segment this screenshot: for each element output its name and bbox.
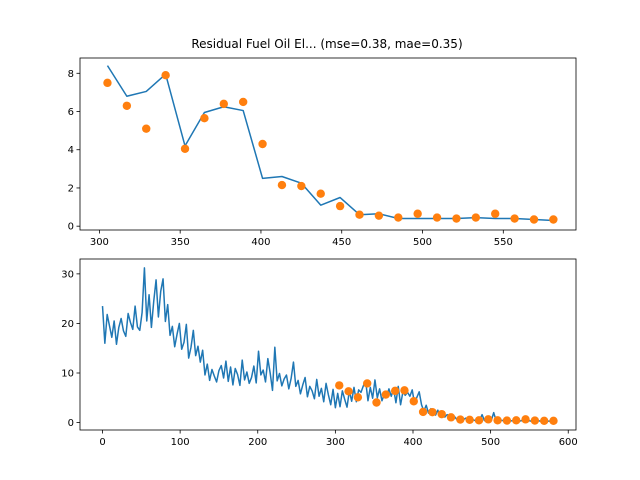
- data-point: [258, 139, 267, 149]
- data-point: [297, 181, 306, 191]
- x-tick-label: 300: [326, 437, 345, 448]
- plot-area: [101, 267, 558, 426]
- x-tick-label: 400: [403, 437, 422, 448]
- y-tick-label: 8: [68, 69, 74, 80]
- y-tick-label: 4: [68, 145, 74, 156]
- data-point: [502, 416, 512, 425]
- y-tick-label: 2: [68, 183, 74, 194]
- data-point: [142, 124, 151, 133]
- chart-title: Residual Fuel Oil El... (mse=0.38, mae=0…: [191, 37, 462, 51]
- data-point: [400, 386, 409, 395]
- y-tick-label: 0: [68, 222, 74, 233]
- x-tick-label: 500: [481, 437, 500, 448]
- data-point: [381, 390, 391, 399]
- x-tick-label: 600: [559, 437, 578, 448]
- x-tick-label: 300: [90, 237, 109, 248]
- data-point: [362, 379, 372, 388]
- data-point: [493, 416, 502, 425]
- data-point: [418, 407, 428, 417]
- x-tick-label: 100: [171, 437, 190, 448]
- data-point: [180, 144, 190, 153]
- bottom-axes: 0 100 200 300 400 500 600 0 10 20 30: [61, 258, 578, 448]
- x-tick-label: 500: [413, 237, 432, 248]
- data-point: [277, 180, 287, 190]
- data-point: [539, 416, 549, 426]
- x-tick-label: 0: [99, 437, 105, 448]
- data-point: [512, 416, 521, 425]
- data-point: [409, 397, 418, 406]
- data-point: [491, 209, 500, 218]
- data-point: [372, 398, 381, 407]
- data-point: [549, 215, 558, 224]
- axes-frame: [79, 57, 577, 231]
- axes-frame: [79, 258, 577, 431]
- data-point: [456, 415, 465, 424]
- y-tick-label: 30: [61, 269, 74, 280]
- data-point: [437, 409, 446, 419]
- data-point: [484, 415, 493, 424]
- x-tick-label: 400: [251, 237, 270, 248]
- data-point: [471, 213, 481, 222]
- data-point: [374, 211, 384, 220]
- y-tick-label: 6: [68, 107, 74, 118]
- data-point: [238, 97, 248, 107]
- data-point: [521, 415, 530, 424]
- x-tick-label: 450: [332, 237, 351, 248]
- x-tick-label: 200: [248, 437, 267, 448]
- data-point: [390, 386, 400, 396]
- top-axes: 300 350 400 450 500 550 0 2 4 6 8: [68, 57, 577, 248]
- data-point: [353, 393, 363, 402]
- data-point: [219, 99, 228, 109]
- data-point: [474, 416, 484, 425]
- data-point: [161, 71, 170, 80]
- data-point: [200, 114, 209, 123]
- data-point: [446, 413, 456, 422]
- x-tick-label: 550: [494, 237, 513, 248]
- data-point: [432, 213, 442, 222]
- data-point: [355, 210, 364, 219]
- y-tick-label: 20: [61, 319, 74, 330]
- data-point: [452, 214, 461, 223]
- data-point: [394, 213, 403, 222]
- data-point: [510, 214, 519, 223]
- data-point: [529, 215, 539, 224]
- data-point: [316, 189, 325, 198]
- data-point: [465, 415, 474, 425]
- y-tick-label: 0: [68, 418, 74, 429]
- y-tick-label: 10: [61, 369, 74, 380]
- data-point: [122, 101, 132, 110]
- data-point: [549, 416, 558, 426]
- data-point: [428, 407, 437, 417]
- data-point: [530, 416, 540, 425]
- x-tick-label: 350: [171, 237, 190, 248]
- data-point: [103, 78, 112, 88]
- data-point: [335, 201, 345, 211]
- data-point: [344, 387, 353, 396]
- data-point: [413, 209, 422, 218]
- plot-area: [103, 65, 558, 224]
- data-point: [335, 381, 344, 390]
